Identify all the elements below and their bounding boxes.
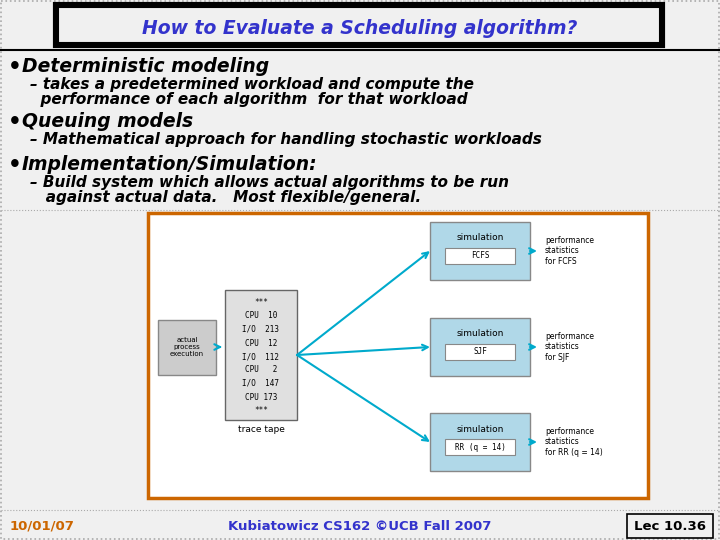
Text: simulation: simulation xyxy=(456,329,504,339)
Text: against actual data.   Most flexible/general.: against actual data. Most flexible/gener… xyxy=(30,190,421,205)
FancyBboxPatch shape xyxy=(55,4,663,46)
Text: •: • xyxy=(8,112,22,132)
Text: – Mathematical approach for handling stochastic workloads: – Mathematical approach for handling sto… xyxy=(30,132,542,147)
Text: trace tape: trace tape xyxy=(238,425,284,434)
Text: Kubiatowicz CS162 ©UCB Fall 2007: Kubiatowicz CS162 ©UCB Fall 2007 xyxy=(228,519,492,532)
Text: actual
process
execution: actual process execution xyxy=(170,337,204,357)
Text: performance
statistics
for SJF: performance statistics for SJF xyxy=(545,332,594,362)
Text: performance of each algorithm  for that workload: performance of each algorithm for that w… xyxy=(30,92,467,107)
FancyBboxPatch shape xyxy=(430,413,530,471)
FancyBboxPatch shape xyxy=(148,213,648,498)
Text: ***: *** xyxy=(254,406,268,415)
Text: – takes a predetermined workload and compute the: – takes a predetermined workload and com… xyxy=(30,77,474,92)
FancyBboxPatch shape xyxy=(225,290,297,420)
Text: RR (q = 14): RR (q = 14) xyxy=(454,442,505,451)
FancyBboxPatch shape xyxy=(627,514,713,538)
FancyBboxPatch shape xyxy=(445,439,515,455)
Text: performance
statistics
for RR (q = 14): performance statistics for RR (q = 14) xyxy=(545,427,603,457)
Text: Implementation/Simulation:: Implementation/Simulation: xyxy=(22,155,318,174)
Text: ***: *** xyxy=(254,298,268,307)
FancyBboxPatch shape xyxy=(430,222,530,280)
Text: CPU 173: CPU 173 xyxy=(245,393,277,402)
Text: CPU  12: CPU 12 xyxy=(245,339,277,348)
Text: – Build system which allows actual algorithms to be run: – Build system which allows actual algor… xyxy=(30,175,509,190)
Text: •: • xyxy=(8,57,22,77)
Text: Lec 10.36: Lec 10.36 xyxy=(634,519,706,532)
FancyBboxPatch shape xyxy=(445,248,515,264)
Text: I/O  112: I/O 112 xyxy=(243,352,279,361)
FancyBboxPatch shape xyxy=(158,320,216,375)
Text: performance
statistics
for FCFS: performance statistics for FCFS xyxy=(545,236,594,266)
Text: FCFS: FCFS xyxy=(471,252,490,260)
Text: simulation: simulation xyxy=(456,233,504,242)
Text: I/O  213: I/O 213 xyxy=(243,325,279,334)
FancyBboxPatch shape xyxy=(430,318,530,376)
Text: How to Evaluate a Scheduling algorithm?: How to Evaluate a Scheduling algorithm? xyxy=(143,18,577,37)
Text: •: • xyxy=(8,155,22,175)
Text: CPU  10: CPU 10 xyxy=(245,312,277,321)
Text: I/O  147: I/O 147 xyxy=(243,379,279,388)
Text: simulation: simulation xyxy=(456,424,504,434)
Text: 10/01/07: 10/01/07 xyxy=(10,519,75,532)
Text: Deterministic modeling: Deterministic modeling xyxy=(22,57,269,76)
Text: Queuing models: Queuing models xyxy=(22,112,193,131)
Text: CPU   2: CPU 2 xyxy=(245,366,277,375)
FancyBboxPatch shape xyxy=(58,7,660,43)
FancyBboxPatch shape xyxy=(445,344,515,360)
Text: SJF: SJF xyxy=(473,348,487,356)
